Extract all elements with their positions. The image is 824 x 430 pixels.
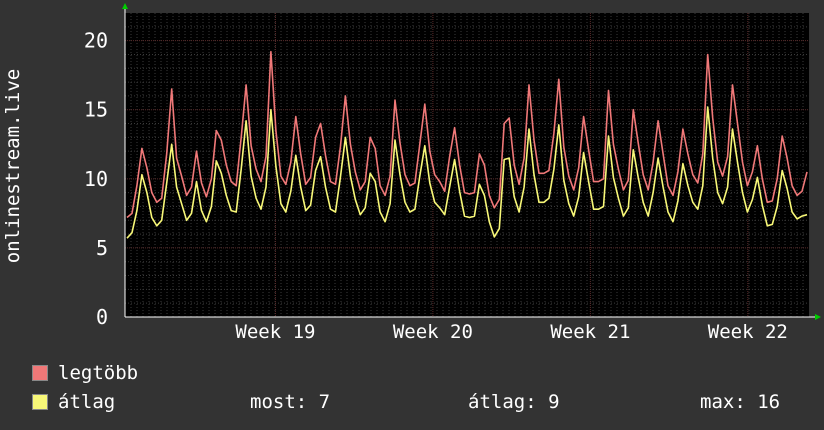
y-axis-label: onlinestream.live	[2, 69, 24, 263]
legend-swatch-avg	[32, 394, 48, 410]
y-axis-arrow	[122, 3, 128, 9]
y-tick-label: 0	[96, 305, 108, 329]
y-tick-label: 5	[96, 236, 108, 260]
legend-label-max: legtöbb	[58, 362, 139, 384]
legend-label-avg: átlag	[58, 391, 116, 413]
x-axis-arrow	[815, 314, 821, 320]
y-tick-label: 10	[84, 167, 108, 191]
stat-max: max: 16	[700, 391, 781, 413]
x-tick-label: Week 20	[393, 321, 473, 343]
legend-row-avg: átlag most: 7 átlag: 9 max: 16	[30, 391, 810, 413]
series-group	[126, 50, 808, 239]
legend-swatch-max	[32, 365, 48, 381]
x-tick-label: Week 21	[550, 321, 630, 343]
x-tick-label: Week 19	[235, 321, 315, 343]
stat-avg: átlag: 9	[468, 391, 560, 413]
y-tick-label: 15	[84, 98, 108, 122]
stat-most: most: 7	[250, 391, 331, 413]
axes: 0 5 10 15 20 Week 19 Week 20 Week 21 Week 22	[84, 3, 821, 343]
x-tick-label: Week 22	[708, 321, 788, 343]
y-tick-label: 20	[84, 29, 108, 53]
series-line-max	[126, 50, 808, 219]
series-line-avg	[126, 106, 808, 239]
